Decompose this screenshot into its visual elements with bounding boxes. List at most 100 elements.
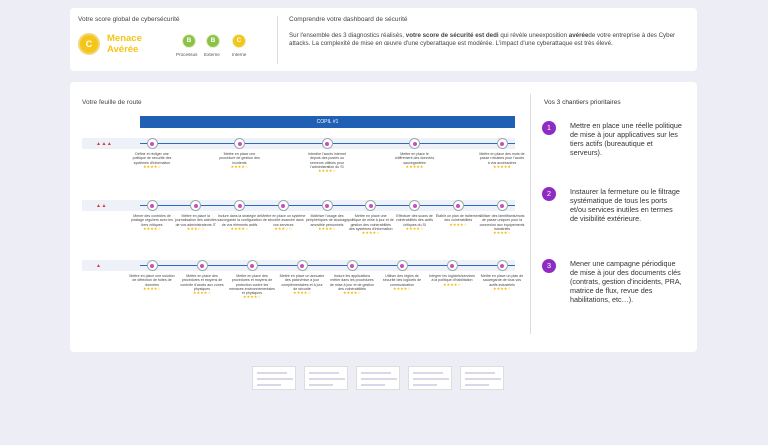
priority-number: 2 bbox=[542, 187, 556, 201]
action-rating: ★★★★☆ bbox=[449, 221, 468, 227]
page-thumbnail[interactable] bbox=[252, 366, 296, 390]
action-item[interactable]: Mener des contrôles de piratage régulier… bbox=[129, 214, 175, 231]
action-node[interactable] bbox=[146, 260, 158, 271]
action-item[interactable]: Utiliser des identifiants/mots de passe … bbox=[479, 214, 525, 235]
action-node[interactable] bbox=[409, 138, 420, 149]
timeline-line bbox=[140, 265, 515, 266]
action-item[interactable]: Inclure les applications métier dans les… bbox=[329, 274, 375, 295]
action-node[interactable] bbox=[321, 200, 333, 211]
interne-label: Interne bbox=[232, 52, 247, 57]
score-level-line1: Menace bbox=[107, 33, 142, 44]
action-node[interactable] bbox=[496, 200, 508, 211]
action-node[interactable] bbox=[346, 260, 358, 271]
action-node[interactable] bbox=[234, 200, 245, 211]
action-text: Inclure dans la stratégie de sauvegarde … bbox=[217, 214, 262, 227]
action-text: Intégrer les logiciels/services à la pol… bbox=[429, 274, 475, 283]
action-item[interactable]: Maîtriser l'usage des périphériques de s… bbox=[304, 214, 350, 231]
score-level-line2: Avérée bbox=[107, 44, 139, 55]
score-level: Menace Avérée bbox=[107, 33, 142, 55]
action-node[interactable] bbox=[296, 260, 308, 271]
roadmap-chart[interactable]: COPIL #1 ▲▲▲ Définir et rédiger une polit… bbox=[82, 116, 525, 317]
action-item[interactable]: Intégrer les logiciels/services à la pol… bbox=[429, 274, 475, 287]
action-item[interactable]: Établir un plan de traitement des vulnér… bbox=[435, 214, 481, 227]
action-item[interactable]: Mettre en place des procédures et moyens… bbox=[179, 274, 225, 295]
action-node[interactable] bbox=[365, 200, 377, 211]
action-text: Mettre en place un plan de sauvegarde de… bbox=[480, 274, 524, 287]
action-node[interactable] bbox=[146, 138, 158, 149]
action-node[interactable] bbox=[190, 200, 202, 211]
action-text: Mettre en place la journalisation des ac… bbox=[174, 214, 217, 227]
action-rating: ★★★★☆ bbox=[243, 294, 261, 300]
priority-text: Mettre en place une réelle politique de … bbox=[570, 121, 682, 157]
action-item[interactable]: Mettre en place une politique de mise à … bbox=[348, 214, 394, 235]
action-node[interactable] bbox=[396, 260, 408, 271]
action-item[interactable]: Mettre en place le chiffrement des donné… bbox=[392, 152, 438, 169]
action-item[interactable]: Mettre en place des procédures et moyens… bbox=[229, 274, 275, 300]
processus-label: Processus bbox=[176, 52, 198, 57]
action-text: Mettre en place un système de sécurité a… bbox=[261, 214, 306, 227]
roadmap-title: Votre feuille de route bbox=[82, 99, 142, 106]
interne-score-badge: C bbox=[232, 34, 246, 48]
page-thumbnail[interactable] bbox=[460, 366, 504, 390]
action-text: Mettre en place des procédures et moyens… bbox=[180, 274, 224, 291]
action-text: Mettre en place une procédure de gestion… bbox=[219, 152, 260, 165]
action-text: Établir un plan de traitement des vulnér… bbox=[435, 214, 481, 223]
action-item[interactable]: Mettre en place la journalisation des ac… bbox=[173, 214, 219, 231]
action-text: Mener des contrôles de piratage régulier… bbox=[131, 214, 173, 227]
score-badge: C bbox=[78, 33, 100, 55]
action-text: Maîtriser l'usage des périphériques de s… bbox=[305, 214, 349, 227]
priority-item-2: 2 Instaurer la fermeture ou le filtrage … bbox=[542, 187, 682, 233]
action-node[interactable] bbox=[452, 200, 464, 211]
roadmap-header: COPIL #1 bbox=[140, 116, 515, 128]
action-rating: ★★★☆☆ bbox=[274, 225, 293, 231]
understand-text-part: de votre entreprise à des Cyber attacks.… bbox=[289, 32, 676, 47]
action-node[interactable] bbox=[496, 138, 508, 149]
action-item[interactable]: Effectuer des scans de vulnérabilités de… bbox=[392, 214, 438, 231]
action-node[interactable] bbox=[196, 260, 208, 271]
understand-text-bold: votre score de sécurité est dedi bbox=[405, 32, 499, 39]
action-rating: ★★★★☆ bbox=[443, 281, 461, 287]
action-rating: ★★★★☆ bbox=[493, 285, 511, 291]
page-thumbnail[interactable] bbox=[356, 366, 400, 390]
action-item[interactable]: Mettre en place un plan de sauvegarde de… bbox=[479, 274, 525, 291]
understand-text-part: qui révèle uneexposition bbox=[498, 32, 569, 39]
action-text: Inclure les applications métier dans les… bbox=[329, 274, 375, 291]
global-score-title: Votre score global de cybersécurité bbox=[78, 16, 180, 23]
page-thumbnail[interactable] bbox=[408, 366, 452, 390]
action-rating: ★★★★☆ bbox=[493, 230, 511, 236]
action-node[interactable] bbox=[246, 260, 258, 271]
understand-text-part: Sur l'ensemble des 3 diagnostics réalisé… bbox=[289, 32, 406, 39]
global-score-card: Votre score global de cybersécurité C Me… bbox=[70, 8, 697, 71]
action-node[interactable] bbox=[446, 260, 458, 271]
action-rating: ★★★★☆ bbox=[361, 230, 380, 236]
action-rating: ★★★☆☆ bbox=[186, 225, 205, 231]
action-text: Utiliser des identifiants/mots de passe … bbox=[479, 214, 525, 231]
action-item[interactable]: Mettre en place une procédure de gestion… bbox=[217, 152, 263, 169]
action-item[interactable]: Utiliser des règles de sécurité des logi… bbox=[379, 274, 425, 291]
action-text: Interdire l'accès internet depuis des po… bbox=[307, 152, 347, 169]
action-node[interactable] bbox=[321, 138, 333, 149]
action-item[interactable]: Mettre en place un annuaire des patch/mi… bbox=[279, 274, 325, 295]
action-rating: ★★★★☆ bbox=[343, 290, 361, 296]
action-node[interactable] bbox=[146, 200, 158, 211]
action-item[interactable]: Interdire l'accès internet depuis des po… bbox=[304, 152, 350, 173]
action-rating: ★★★★★ bbox=[493, 163, 511, 169]
priority-level-icon: ▲▲▲ bbox=[96, 141, 113, 147]
action-node[interactable] bbox=[277, 200, 289, 211]
action-item[interactable]: Définir et rédiger une politique de sécu… bbox=[129, 152, 175, 169]
action-node[interactable] bbox=[496, 260, 508, 271]
action-rating: ★★★★☆ bbox=[143, 163, 161, 169]
action-item[interactable]: Mettre en place des mots de passe robust… bbox=[479, 152, 525, 169]
action-node[interactable] bbox=[234, 138, 245, 149]
action-item[interactable]: Mettre en place une solution de détectio… bbox=[129, 274, 175, 291]
priority-item-3: 3 Mener une campagne périodique de mise … bbox=[542, 259, 682, 317]
action-item[interactable]: Inclure dans la stratégie de sauvegarde … bbox=[217, 214, 263, 231]
action-item[interactable]: Mettre en place un système de sécurité a… bbox=[260, 214, 306, 231]
priority-text: Instaurer la fermeture ou le filtrage sy… bbox=[570, 187, 680, 223]
externe-score-badge: B bbox=[206, 34, 220, 48]
action-node[interactable] bbox=[409, 200, 420, 211]
panel-divider bbox=[530, 94, 531, 334]
page-thumbnail[interactable] bbox=[304, 366, 348, 390]
action-text: Utiliser des règles de sécurité des logi… bbox=[382, 274, 422, 287]
action-text: Mettre en place une solution de détectio… bbox=[129, 274, 175, 287]
